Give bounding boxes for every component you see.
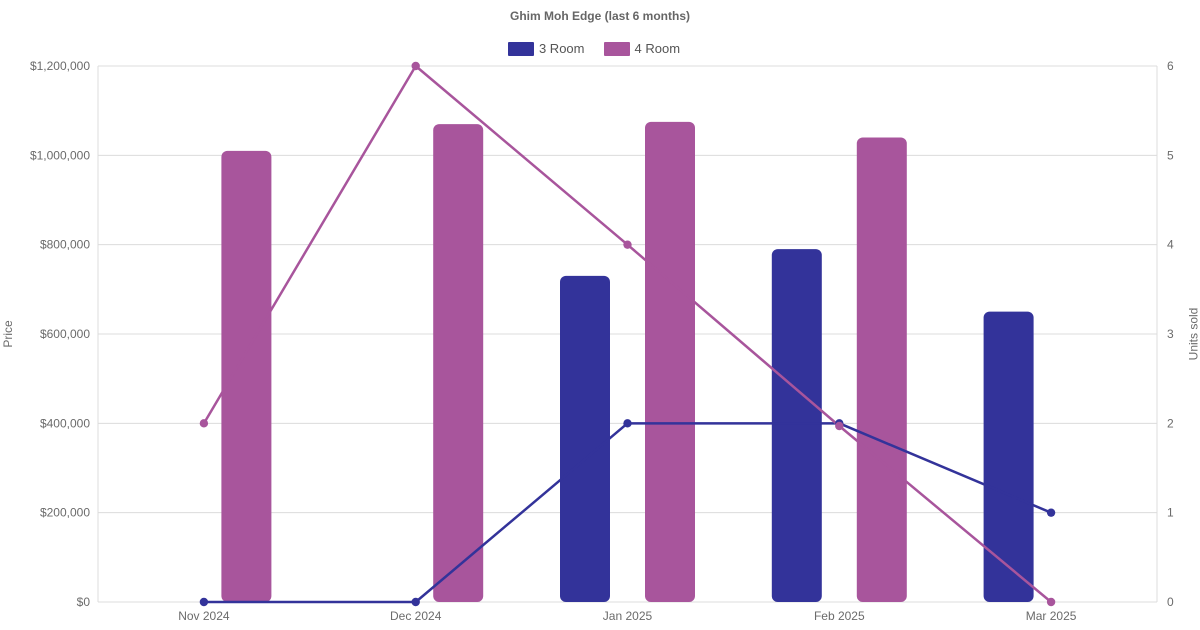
svg-text:6: 6 (1167, 59, 1174, 73)
svg-text:Mar 2025: Mar 2025 (1026, 609, 1077, 623)
svg-text:$1,200,000: $1,200,000 (30, 59, 90, 73)
svg-text:$600,000: $600,000 (40, 327, 90, 341)
svg-text:$800,000: $800,000 (40, 238, 90, 252)
svg-text:Jan 2025: Jan 2025 (603, 609, 653, 623)
svg-text:$1,000,000: $1,000,000 (30, 148, 90, 162)
svg-text:4: 4 (1167, 238, 1174, 252)
svg-text:Feb 2025: Feb 2025 (814, 609, 865, 623)
svg-text:0: 0 (1167, 595, 1174, 609)
svg-text:3: 3 (1167, 327, 1174, 341)
svg-text:5: 5 (1167, 148, 1174, 162)
svg-text:$0: $0 (77, 595, 91, 609)
svg-text:Dec 2024: Dec 2024 (390, 609, 442, 623)
svg-text:1: 1 (1167, 506, 1174, 520)
svg-text:$400,000: $400,000 (40, 416, 90, 430)
svg-text:Nov 2024: Nov 2024 (178, 609, 230, 623)
svg-text:2: 2 (1167, 416, 1174, 430)
svg-text:$200,000: $200,000 (40, 506, 90, 520)
